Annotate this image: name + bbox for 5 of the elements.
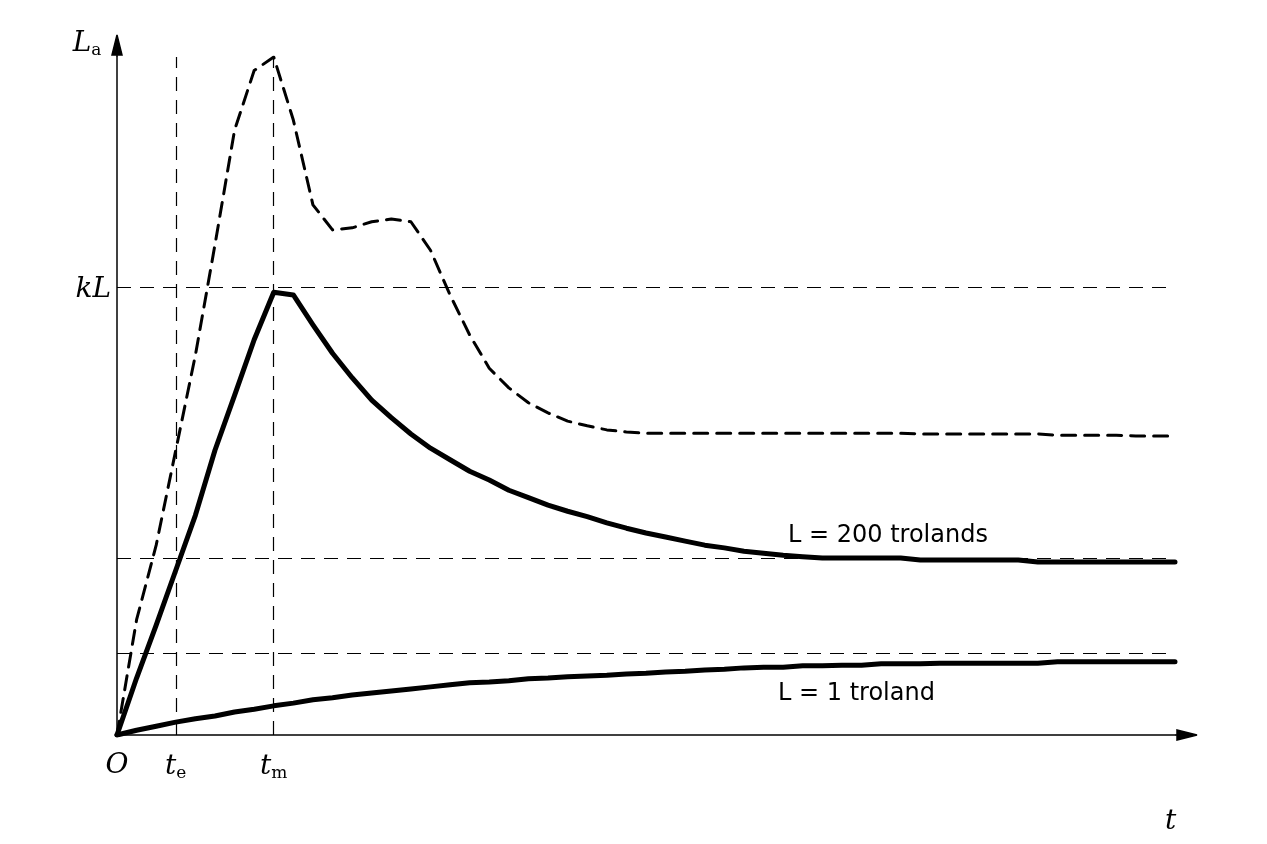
series-label: L = 1 troland <box>778 677 935 706</box>
series-label: L = 200 trolands <box>788 520 988 549</box>
ref-line-label: kL <box>75 271 111 305</box>
x-tick-label: O <box>105 746 129 780</box>
x-axis-title: t <box>1165 802 1177 836</box>
